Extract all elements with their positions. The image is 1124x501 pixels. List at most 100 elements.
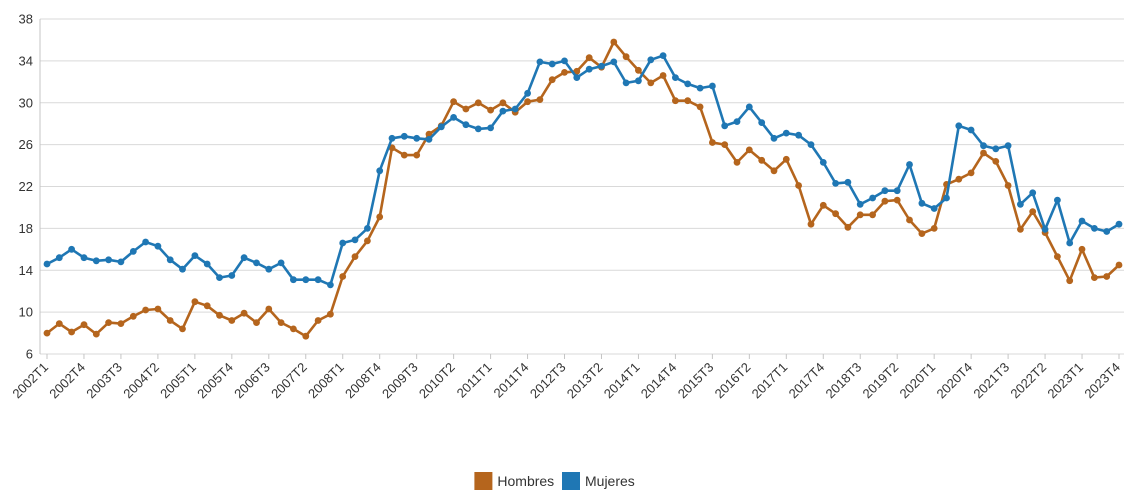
x-tick-label: 2012T3	[527, 360, 569, 402]
data-point	[856, 211, 864, 219]
data-point	[1029, 189, 1037, 197]
data-point	[807, 141, 815, 149]
data-point	[967, 169, 975, 177]
legend-item-mujeres[interactable]: Mujeres	[562, 472, 635, 490]
data-point	[1029, 208, 1037, 216]
data-point	[955, 175, 963, 183]
data-point	[980, 149, 987, 157]
data-point	[696, 84, 704, 92]
data-point	[622, 79, 630, 87]
data-point	[598, 62, 605, 70]
data-point	[930, 225, 938, 232]
data-point	[906, 161, 913, 168]
data-point	[561, 57, 568, 65]
data-point	[795, 131, 802, 139]
data-point	[179, 325, 186, 333]
data-point	[647, 56, 655, 64]
data-point	[684, 97, 692, 105]
data-point	[511, 105, 519, 113]
data-point	[807, 220, 815, 228]
data-point	[154, 242, 162, 250]
x-tick-label: 2017T1	[749, 360, 791, 402]
data-point	[819, 201, 827, 209]
series-lines	[43, 38, 1123, 340]
data-point	[117, 320, 125, 327]
data-point	[918, 230, 926, 238]
data-point	[413, 151, 421, 159]
data-point	[400, 132, 408, 140]
data-point	[745, 146, 753, 154]
x-tick-label: 2005T4	[194, 360, 236, 402]
data-point	[290, 276, 297, 284]
data-point	[314, 276, 322, 284]
data-point	[672, 97, 679, 105]
data-point	[413, 134, 421, 142]
data-point	[80, 254, 88, 262]
data-point	[992, 145, 1000, 153]
data-point	[635, 77, 642, 85]
data-point	[758, 119, 766, 126]
data-point	[117, 258, 125, 266]
data-point	[327, 281, 334, 289]
y-tick-label: 6	[26, 347, 33, 362]
data-point	[782, 155, 790, 163]
x-tick-label: 2014T4	[638, 360, 680, 402]
data-point	[376, 213, 384, 221]
x-tick-label: 2003T3	[83, 360, 125, 402]
data-point	[290, 325, 297, 333]
data-point	[253, 319, 260, 326]
data-point	[203, 260, 211, 268]
x-tick-label: 2008T4	[342, 360, 384, 402]
x-tick-label: 2016T2	[712, 360, 754, 402]
data-point	[696, 103, 704, 111]
data-point	[795, 182, 802, 189]
data-point	[635, 66, 642, 74]
data-point	[610, 58, 618, 66]
data-point	[462, 121, 470, 129]
data-point	[142, 306, 150, 314]
x-tick-label: 2017T4	[786, 360, 828, 402]
data-point	[869, 211, 876, 219]
data-point	[228, 317, 236, 324]
x-tick-label: 2023T4	[1081, 360, 1123, 402]
data-point	[844, 178, 852, 186]
data-point	[1078, 245, 1086, 253]
x-tick-label: 2004T2	[120, 360, 162, 402]
data-point	[277, 319, 285, 326]
data-point	[92, 257, 100, 265]
data-point	[351, 236, 359, 244]
data-point	[425, 136, 433, 143]
legend-item-hombres[interactable]: Hombres	[474, 472, 554, 490]
data-point	[573, 67, 581, 75]
data-point	[474, 125, 482, 133]
y-tick-label: 10	[19, 305, 33, 320]
data-point	[253, 259, 260, 267]
x-tick-label: 2023T1	[1044, 360, 1086, 402]
y-tick-label: 22	[19, 179, 33, 194]
data-point	[918, 199, 926, 207]
data-point	[955, 122, 963, 130]
y-tick-label: 30	[19, 95, 33, 110]
x-tick-label: 2002T1	[9, 360, 51, 402]
data-point	[487, 124, 494, 132]
x-tick-label: 2020T1	[897, 360, 939, 402]
data-point	[68, 245, 75, 253]
data-point	[721, 141, 729, 149]
data-point	[129, 248, 137, 255]
data-point	[92, 330, 100, 338]
data-point	[388, 134, 396, 142]
data-point	[524, 89, 531, 97]
data-point	[758, 156, 766, 164]
data-point	[733, 159, 741, 166]
data-point	[277, 259, 285, 267]
data-point	[351, 253, 359, 260]
data-point	[499, 107, 507, 115]
legend: Hombres Mujeres	[474, 472, 635, 490]
data-point	[1054, 196, 1061, 204]
data-point	[265, 265, 273, 273]
x-tick-label: 2010T2	[416, 360, 458, 402]
data-point	[462, 105, 470, 113]
data-point	[216, 274, 223, 281]
data-point	[869, 194, 876, 202]
data-point	[314, 317, 322, 324]
